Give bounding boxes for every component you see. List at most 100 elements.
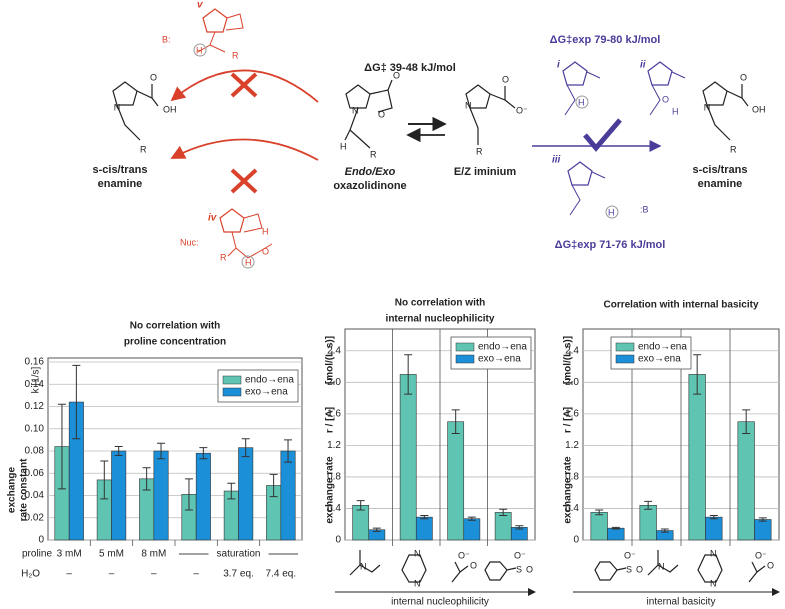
error-bar [758,517,767,522]
legend-label: exo→ena [638,354,681,365]
y-tick-label: 2.4 [327,345,341,356]
oxazolidinone: N O O H R Endo/Exo oxazolidinone [333,70,406,192]
atom: N [414,578,421,588]
error-bar [284,439,293,463]
legend-label: endo→ena [478,342,527,353]
chart-title: internal nucleophilicity [386,314,495,325]
bar [754,519,772,541]
atom: :B [640,204,649,214]
error-bar [660,528,669,533]
atom: N [465,100,472,110]
x-tick-label: 3.7 eq. [223,569,254,580]
y-tick-label: 1.2 [327,440,341,451]
ts-purple: ΔG‡exp 79-80 kJ/mol i ii iii H H O :B H … [550,34,686,251]
y-tick-label: 0.02 [25,512,45,523]
atom: H [578,97,585,107]
y-axis-label: [mol/(L s)] [563,336,574,384]
atom: O⁻ [624,550,636,560]
bar [238,447,254,541]
numeral: iii [552,155,561,166]
y-axis-label: k [1/s] [31,366,42,393]
error-bar [269,473,278,498]
atom: O [150,72,157,82]
x-tick-label: – [151,569,157,580]
error-bar [693,354,702,395]
error-bar [515,525,524,530]
atom: OH [163,104,177,114]
atom: R [140,144,147,154]
check [583,118,622,152]
atom: H [340,141,347,151]
enamine-left: N OH O R s-cis/trans enamine [92,72,176,190]
legend-label: endo→ena [638,342,687,353]
y-axis-label: [mol/(L s)] [325,336,336,384]
chart-title: No correlation with [395,298,486,309]
error-bar [499,508,508,517]
bar [195,452,211,541]
numeral: v [197,0,204,11]
label: E/Z iminium [454,166,517,178]
atom: R [370,149,377,159]
chart-title: Correlation with internal basicity [603,300,758,311]
error-bar [644,500,653,510]
bar [447,421,465,541]
bar [590,512,608,541]
error-bar [199,447,208,460]
row-label: proline [22,549,52,560]
error-bar [241,438,250,458]
ts-v: v B: H R [162,0,244,60]
atom: N [360,561,367,571]
error-bar [611,526,620,530]
y-tick-label: 2.0 [327,377,341,388]
atom: OH [752,104,766,114]
x-axis-label: internal basicity [647,597,716,608]
error-bar [72,364,81,440]
atom: N [658,561,665,571]
bar [463,518,481,541]
label: enamine [98,178,143,190]
bar [153,450,169,541]
bar [415,516,433,541]
y-tick-label: 0.06 [25,468,45,479]
atom: R [220,252,227,262]
chart-title: No correlation with [130,321,221,332]
label: Endo/Exo [345,166,396,178]
legend-swatch [615,342,635,352]
x-tick-label: – [193,569,199,580]
atom: N [710,548,717,558]
atom: O [502,74,509,84]
energy: ΔG‡exp 71-76 kJ/mol [555,239,666,251]
atom: S [516,564,522,574]
icons-chart-2: N N N O⁻ O S O⁻ O [349,548,533,588]
bar [737,421,755,541]
atom: O [470,560,477,570]
legend-label: exo→ena [478,354,521,365]
atom: O⁻ [755,550,767,560]
error-bar [114,446,123,456]
bar [280,450,296,541]
y-axis-label: exchange rate [563,456,574,524]
atom: O⁻ [458,550,470,560]
atom: H [196,45,203,55]
atom: O [393,70,400,80]
error-bar [57,403,66,490]
atom: N [414,548,421,558]
atom: O⁻ [514,550,526,560]
error-bar [356,500,365,511]
atom: H [672,106,679,116]
arrow [170,138,319,161]
x-tick-label: 8 mM [141,549,166,560]
y-tick-label: 0.10 [25,423,45,434]
error-bar [184,478,193,511]
atom: O [262,246,269,256]
y-tick-label: 0.4 [565,503,579,514]
chart-title: proline concentration [124,337,226,348]
y-tick-label: 1.6 [327,408,341,419]
y-tick-label: 2.0 [565,377,579,388]
atom: R [232,50,239,60]
bar [607,527,625,541]
error-bar [100,460,109,500]
atom: O [767,560,774,570]
